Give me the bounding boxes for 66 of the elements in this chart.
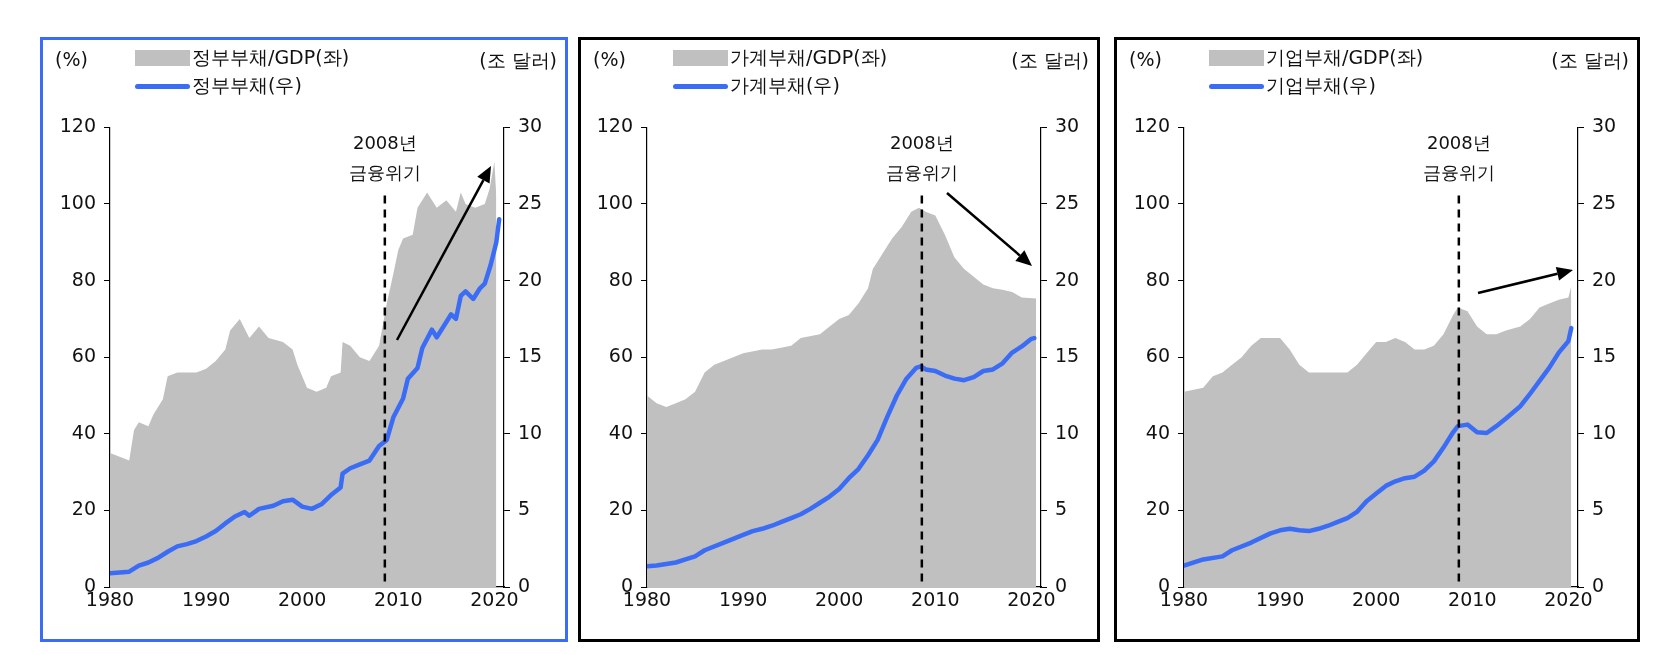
- y2-tick-label: 30: [518, 114, 543, 137]
- y2-tick-label: 0: [1055, 573, 1068, 596]
- y2-tick-label: 5: [1592, 497, 1605, 520]
- y2-tick-label: 5: [518, 497, 531, 520]
- y-tick-label: 80: [608, 267, 633, 290]
- y2-tick-label: 15: [1055, 344, 1080, 367]
- x-tick-label: 2000: [1352, 588, 1401, 611]
- y2-tick-label: 30: [1055, 114, 1080, 137]
- y-tick-label: 60: [1145, 344, 1170, 367]
- y-axis-title: (%): [1129, 48, 1162, 70]
- y2-tick-label: 0: [518, 573, 531, 596]
- legend-label: 가계부채(우): [730, 73, 840, 98]
- x-tick-label: 2020: [1544, 588, 1593, 611]
- x-tick-label: 2000: [278, 588, 327, 611]
- y2-axis-title: (조 달러): [1551, 48, 1629, 73]
- legend-label: 기업부채/GDP(좌): [1266, 45, 1424, 70]
- y2-tick-label: 20: [518, 267, 543, 290]
- y-tick-label: 60: [608, 344, 633, 367]
- y-tick-label: 40: [1145, 420, 1170, 443]
- y-tick-label: 20: [1145, 497, 1170, 520]
- y2-tick-label: 10: [1055, 420, 1080, 443]
- y-axis-title: (%): [593, 48, 626, 70]
- y-tick-label: 120: [1133, 114, 1170, 137]
- y2-tick-label: 20: [1592, 267, 1617, 290]
- y2-tick-label: 10: [1592, 420, 1617, 443]
- y-tick-label: 120: [59, 114, 96, 137]
- y2-tick-label: 10: [518, 420, 543, 443]
- x-tick-label: 2010: [374, 588, 423, 611]
- ref-line-label: 2008년 금융위기: [885, 132, 958, 184]
- legend-label: 가계부채/GDP(좌): [730, 45, 888, 70]
- y-tick-label: 80: [1145, 267, 1170, 290]
- y2-tick-label: 20: [1055, 267, 1080, 290]
- y-tick-label: 20: [608, 497, 633, 520]
- x-tick-label: 2020: [1007, 588, 1056, 611]
- legend-label: 정부부채(우): [192, 73, 302, 98]
- y2-tick-label: 25: [1055, 190, 1080, 213]
- y2-tick-label: 0: [1592, 573, 1605, 596]
- y2-tick-label: 25: [1592, 190, 1617, 213]
- y-tick-label: 60: [71, 344, 96, 367]
- y-tick-label: 100: [1133, 190, 1170, 213]
- ref-line-label: 2008년 금융위기: [1422, 132, 1495, 184]
- y2-tick-label: 25: [518, 190, 543, 213]
- x-tick-label: 2010: [1448, 588, 1497, 611]
- y-tick-label: 40: [608, 420, 633, 443]
- y-tick-label: 40: [71, 420, 96, 443]
- y-tick-label: 100: [596, 190, 633, 213]
- x-tick-label: 2020: [470, 588, 519, 611]
- y-tick-label: 100: [59, 190, 96, 213]
- legend-label: 기업부채(우): [1266, 73, 1376, 98]
- y2-axis-title: (조 달러): [479, 48, 557, 73]
- y-tick-label: 120: [596, 114, 633, 137]
- y2-tick-label: 15: [518, 344, 543, 367]
- ref-line-label: 2008년 금융위기: [348, 132, 421, 184]
- x-tick-label: 2010: [911, 588, 960, 611]
- y-tick-label: 20: [71, 497, 96, 520]
- y2-tick-label: 5: [1055, 497, 1068, 520]
- y-axis-title: (%): [55, 48, 88, 70]
- y2-tick-label: 30: [1592, 114, 1617, 137]
- x-tick-label: 1990: [181, 588, 231, 611]
- y-tick-label: 80: [71, 267, 96, 290]
- legend-label: 정부부채/GDP(좌): [192, 45, 350, 70]
- y2-axis-title: (조 달러): [1011, 48, 1089, 73]
- x-tick-label: 1990: [1255, 588, 1305, 611]
- y2-tick-label: 15: [1592, 344, 1617, 367]
- x-tick-label: 1990: [718, 588, 768, 611]
- x-tick-label: 2000: [815, 588, 864, 611]
